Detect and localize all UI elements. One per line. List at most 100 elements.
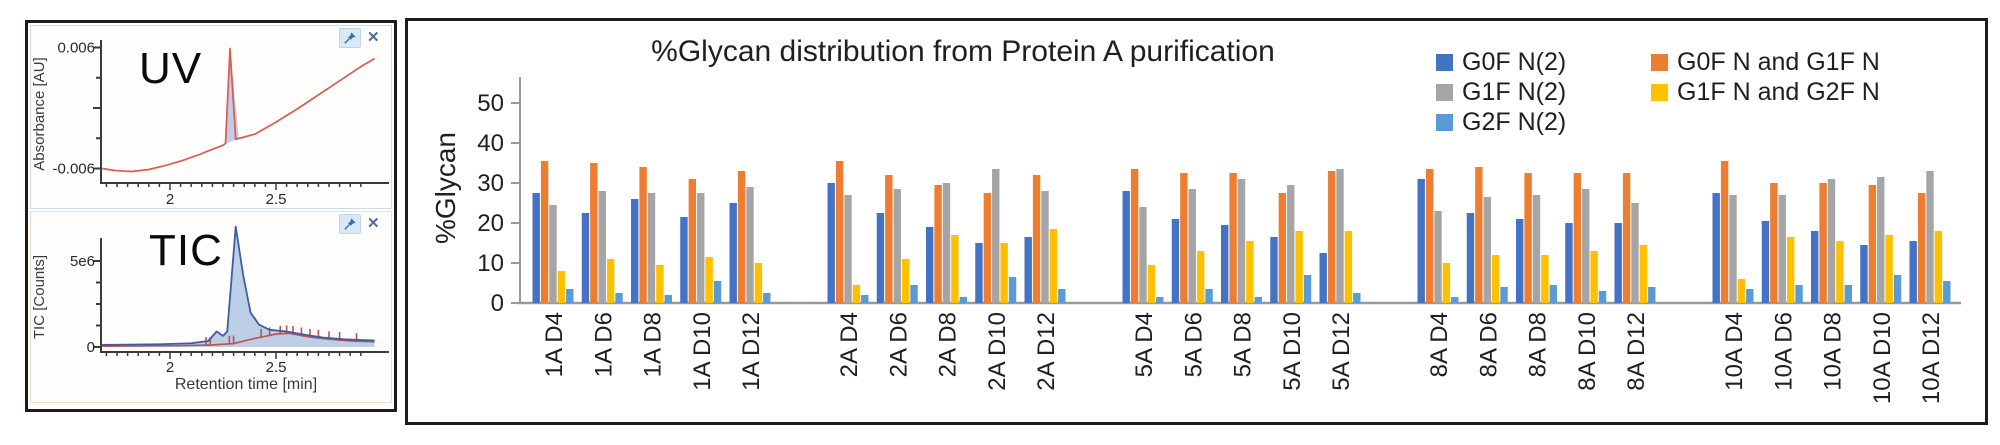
bar: [1786, 237, 1795, 303]
bar: [926, 227, 934, 303]
bar: [876, 213, 885, 303]
bar: [1885, 235, 1893, 303]
uv-y-tick-label: -0.006: [52, 160, 95, 177]
bar-y-tick-label: 30: [477, 170, 504, 197]
bar: [844, 195, 852, 303]
bar-y-tick-label: 50: [477, 90, 504, 117]
tic-chromatogram-plot: 5e6 0 2 2.5: [70, 225, 389, 376]
bar: [1032, 175, 1041, 303]
legend-item: G2F N(2): [1436, 107, 1566, 137]
x-category-label: 10A D6: [1770, 312, 1797, 391]
bar: [1622, 173, 1631, 303]
bar: [1565, 223, 1573, 303]
bar: [697, 193, 705, 303]
bar: [1278, 193, 1287, 303]
legend-marker-icon: [1436, 113, 1453, 131]
bar: [885, 175, 893, 303]
bar: [934, 185, 942, 303]
tic-y-tick-label: 0: [87, 339, 95, 356]
bar: [893, 189, 901, 303]
bar: [861, 295, 869, 303]
x-category-label: 5A D6: [1180, 312, 1207, 377]
bar: [1541, 255, 1549, 303]
bar: [581, 213, 590, 303]
bar: [992, 169, 1000, 303]
x-category-label: 10A D8: [1820, 312, 1847, 391]
bar: [1058, 289, 1066, 303]
tic-area-fill: [102, 226, 375, 347]
bar: [656, 265, 664, 303]
x-category-label: 8A D8: [1525, 312, 1552, 377]
x-category-label: 5A D4: [1131, 312, 1158, 377]
bar: [1156, 297, 1164, 303]
bar: [1425, 169, 1434, 303]
bar: [1205, 289, 1213, 303]
uv-chromatogram-plot: 0.006 -0.006 2 2.5: [52, 40, 389, 208]
x-category-label: 10A D4: [1721, 312, 1748, 391]
bar: [1639, 245, 1648, 303]
legend-label: G2F N(2): [1462, 107, 1567, 136]
bar: [1483, 197, 1491, 303]
legend-marker-icon: [1651, 53, 1668, 71]
bar: [1491, 255, 1500, 303]
bar: [975, 243, 983, 303]
bar: [705, 257, 713, 303]
bar: [942, 183, 951, 303]
bar: [1877, 177, 1885, 303]
bar: [1926, 171, 1934, 303]
tic-x-axis-title: Retention time [min]: [174, 376, 318, 393]
bar: [1130, 169, 1139, 303]
legend-item: G0F N and G1F N: [1651, 47, 1880, 77]
bar: [827, 183, 835, 303]
bar: [598, 191, 606, 303]
glycan-bar-chart-panel: %Glycan distribution from Protein A puri…: [405, 18, 1988, 425]
pin-icon[interactable]: [339, 28, 361, 48]
bar: [729, 203, 737, 303]
bar: [1516, 219, 1524, 303]
legend-item: G1F N and G2F N: [1651, 77, 1880, 107]
close-icon[interactable]: ✕: [367, 215, 380, 232]
x-category-label: 1A D12: [738, 312, 765, 391]
bar: [1049, 229, 1058, 303]
bar: [835, 161, 844, 303]
bar: [606, 259, 615, 303]
bar: [1319, 253, 1327, 303]
bar-y-tick-label: 20: [477, 210, 504, 237]
x-category-label: 5A D8: [1230, 312, 1257, 377]
x-category-label: 2A D6: [885, 312, 912, 377]
bar: [1417, 179, 1425, 303]
tic-chromatogram-subpanel: 5e6 0 2 2.5 TIC TIC [Counts] Retention time…: [30, 211, 392, 403]
bar: [1024, 237, 1032, 303]
close-icon[interactable]: ✕: [367, 29, 380, 46]
bar: [1246, 241, 1254, 303]
x-category-label: 5A D10: [1279, 312, 1306, 391]
bar: [631, 199, 639, 303]
bar: [1720, 161, 1729, 303]
legend-item: G0F N(2): [1436, 47, 1566, 77]
x-category-label: 8A D4: [1426, 312, 1453, 377]
uv-chromatogram-subpanel: 0.006 -0.006 2 2.5 UV Absorbance [AU] ✕: [30, 25, 392, 209]
x-category-label: 1A D8: [640, 312, 667, 377]
legend-label: G1F N and G2F N: [1677, 77, 1880, 106]
bar: [983, 193, 992, 303]
chart-title: %Glycan distribution from Protein A puri…: [651, 35, 1275, 68]
pin-icon[interactable]: [339, 214, 361, 234]
uv-x-tick-label: 2.5: [266, 191, 287, 208]
tic-trace: [102, 225, 375, 346]
bar: [910, 285, 918, 303]
x-category-label: 1A D4: [541, 312, 568, 377]
bar: [1934, 231, 1943, 303]
bar: [1737, 279, 1746, 303]
bar: [1041, 191, 1049, 303]
bar: [1795, 285, 1803, 303]
bar-y-tick-label: 40: [477, 130, 504, 157]
uv-panel-label: UV: [139, 44, 203, 93]
uv-trace: [102, 47, 376, 173]
bar: [1237, 179, 1246, 303]
bar: [1229, 173, 1237, 303]
bar: [1943, 281, 1951, 303]
bar: [1590, 251, 1598, 303]
bar: [1909, 241, 1917, 303]
bar: [680, 217, 688, 303]
